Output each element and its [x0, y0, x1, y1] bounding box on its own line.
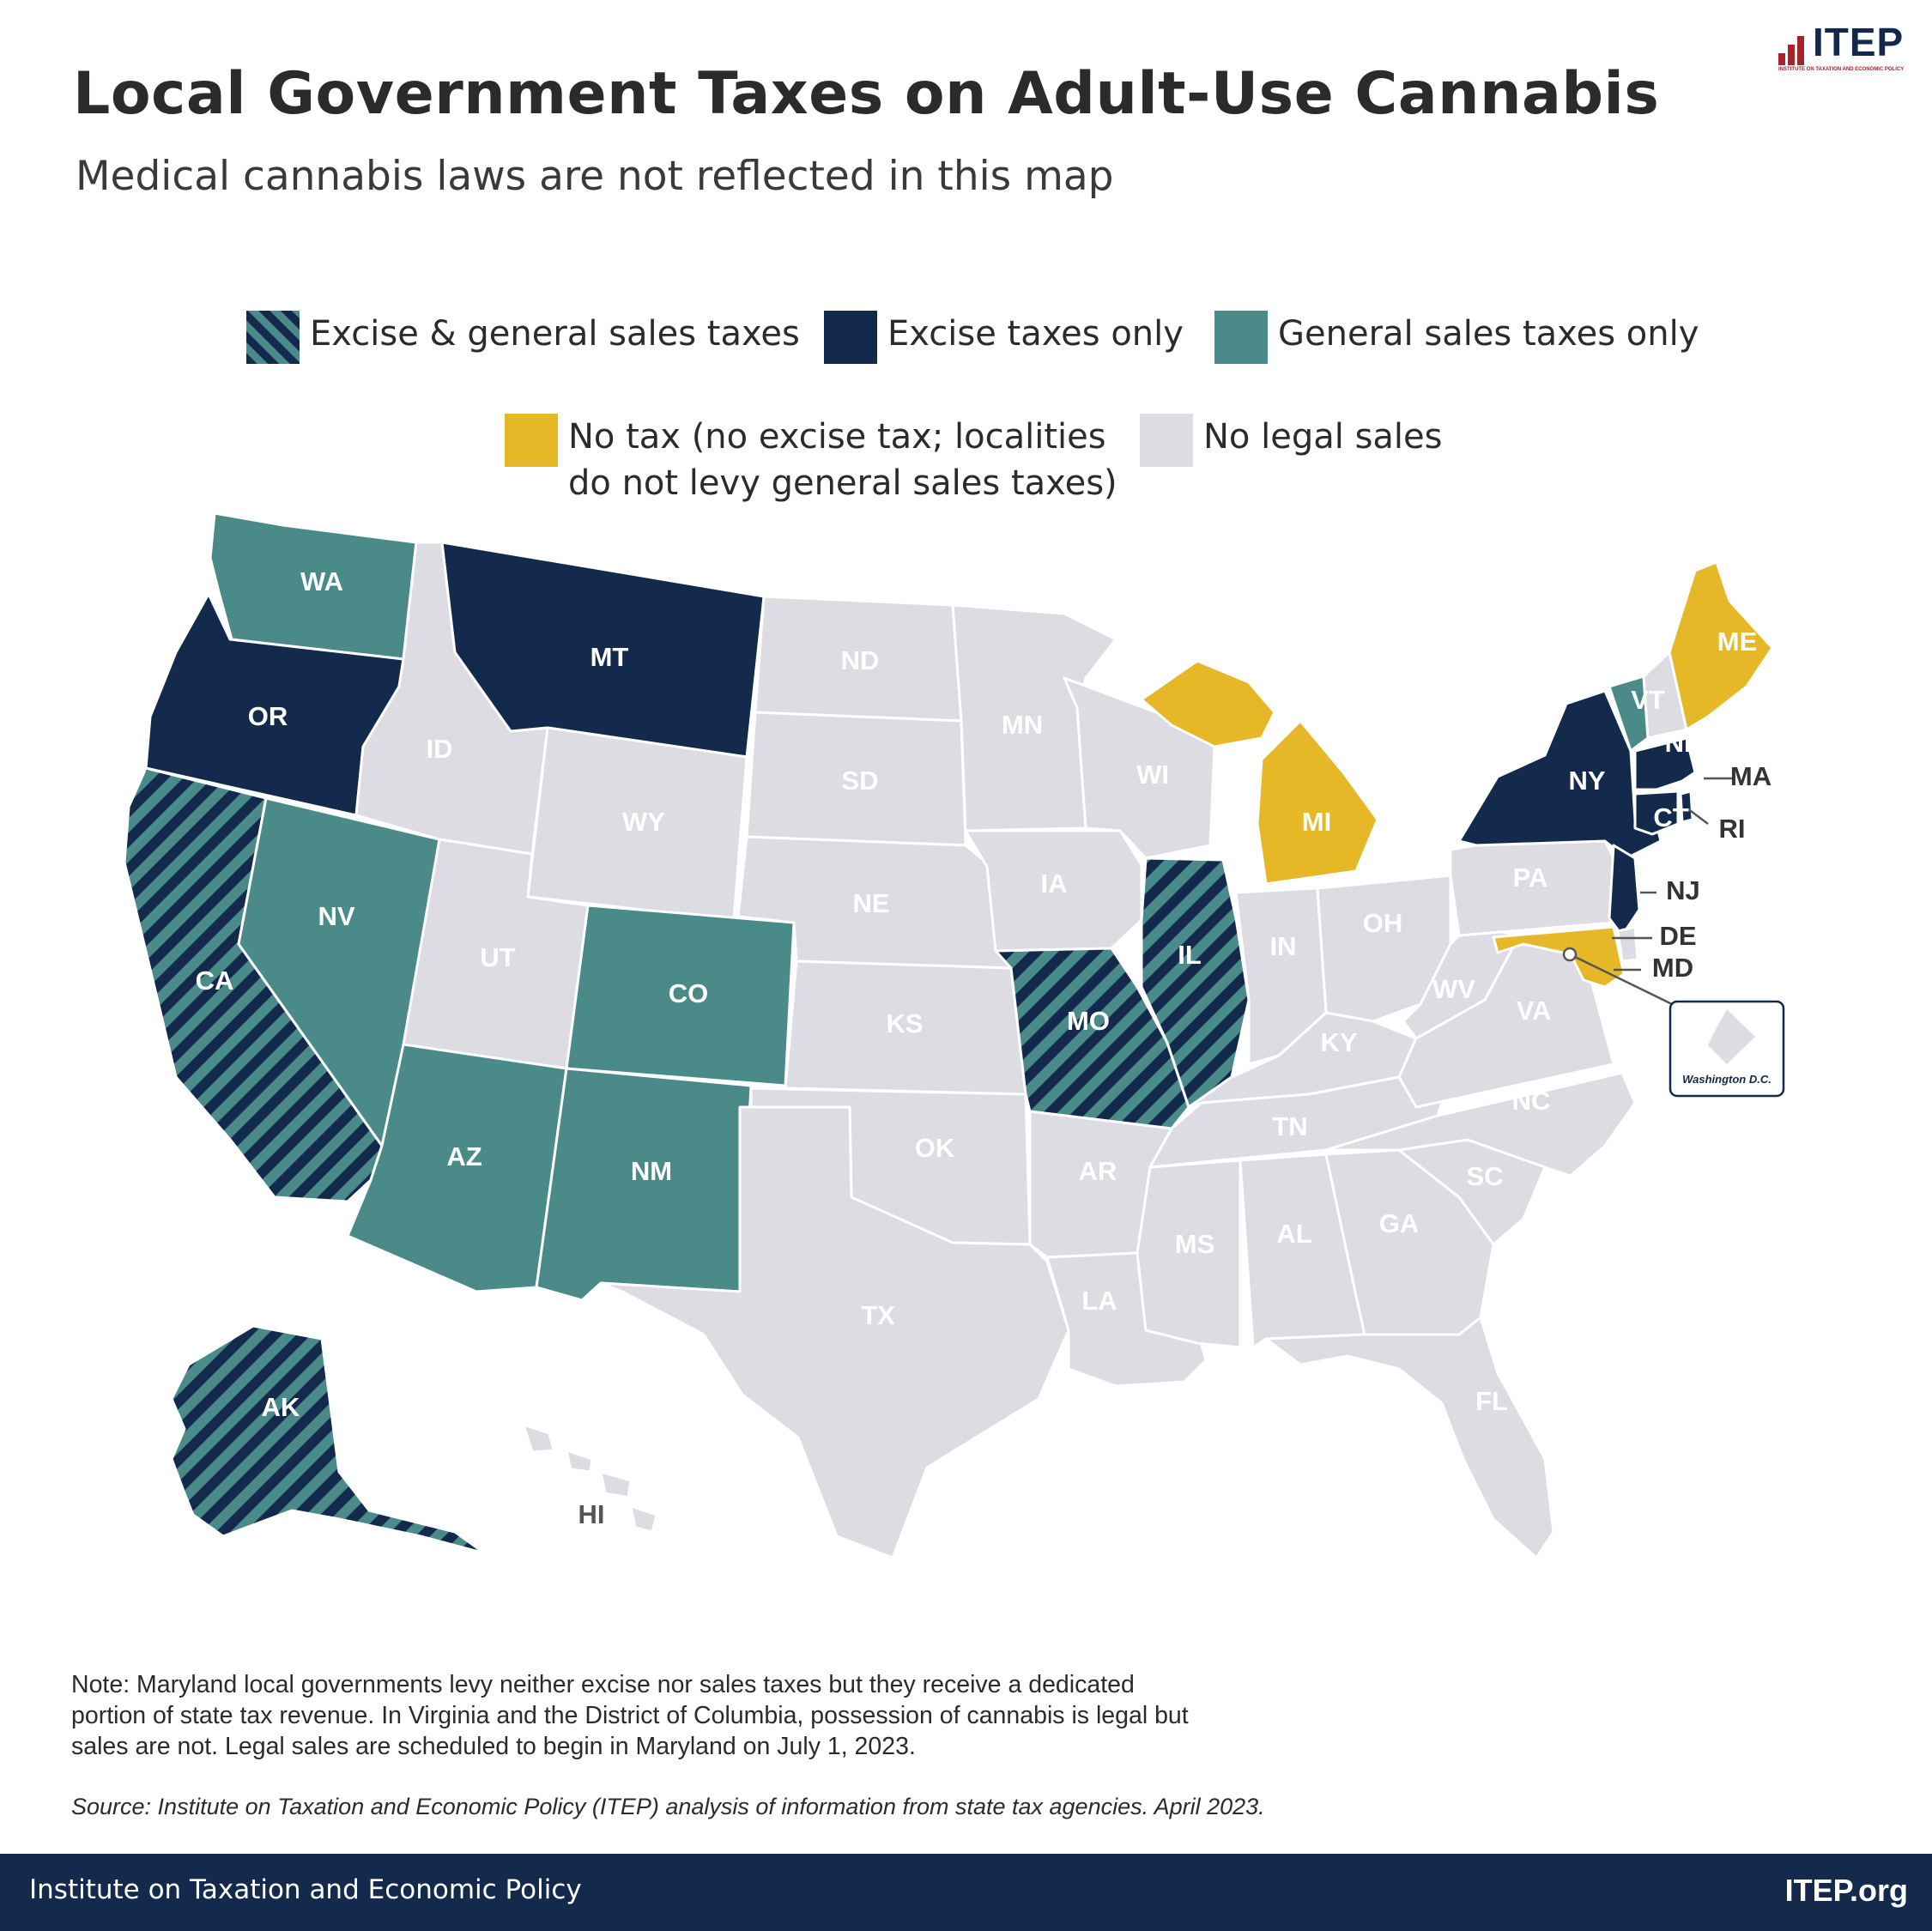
- state-label-ca: CA: [196, 966, 234, 996]
- state-label-wa: WA: [300, 566, 343, 596]
- state-label-me: ME: [1717, 627, 1758, 657]
- state-ct: [1633, 790, 1680, 836]
- state-label-hi: HI: [578, 1499, 605, 1529]
- state-ma: [1633, 736, 1697, 791]
- state-ri: [1679, 790, 1694, 824]
- page-title: Local Government Taxes on Adult-Use Cann…: [73, 60, 1660, 128]
- state-label-ok: OK: [915, 1133, 955, 1163]
- state-label-ut: UT: [480, 942, 515, 972]
- legend-label: No legal sales: [1203, 417, 1443, 457]
- state-label-il: IL: [1178, 940, 1202, 970]
- state-label-ct: CT: [1653, 802, 1688, 832]
- state-label-mn: MN: [1002, 710, 1043, 740]
- state-nc: [1324, 1071, 1637, 1177]
- legend-swatch-no-tax: [505, 414, 558, 467]
- state-label-va: VA: [1517, 996, 1552, 1026]
- state-label-or: OR: [248, 701, 288, 731]
- state-label-vt: VT: [1631, 685, 1665, 715]
- state-label-in: IN: [1270, 931, 1297, 961]
- state-label-sd: SD: [841, 766, 878, 796]
- state-label-ar: AR: [1079, 1156, 1117, 1186]
- legend-swatch-sales: [1214, 311, 1268, 364]
- footer-bar: Institute on Taxation and Economic Polic…: [0, 1854, 1932, 1931]
- logo-text: ITEP: [1813, 20, 1905, 64]
- legend-label: Excise & general sales taxes: [310, 314, 800, 354]
- state-ak: [170, 1324, 487, 1555]
- state-me: [1668, 560, 1774, 731]
- dc-shape: [1708, 1009, 1755, 1064]
- state-label-id: ID: [427, 734, 453, 764]
- map-note: Note: Maryland local governments levy ne…: [71, 1671, 1189, 1760]
- state-de: [1616, 925, 1639, 963]
- legend-item-no-legal: No legal sales: [1140, 414, 1442, 467]
- state-tx: [599, 1105, 1070, 1559]
- state-label-ak: AK: [262, 1392, 300, 1422]
- state-label-nj: NJ: [1666, 875, 1700, 905]
- legend-swatch-hatched: [246, 311, 300, 364]
- state-label-nc: NC: [1512, 1086, 1551, 1116]
- state-label-ga: GA: [1379, 1208, 1420, 1238]
- state-label-ne: NE: [852, 888, 889, 918]
- state-label-mt: MT: [591, 642, 629, 672]
- state-label-oh: OH: [1363, 908, 1403, 938]
- state-label-mo: MO: [1067, 1006, 1110, 1036]
- dc-inset: Washington D.C.: [1562, 947, 1785, 1098]
- legend-label: General sales taxes only: [1278, 314, 1699, 354]
- state-label-ks: KS: [886, 1008, 923, 1038]
- state-label-md: MD: [1652, 953, 1693, 983]
- state-label-ma: MA: [1730, 761, 1772, 791]
- state-mo: [994, 947, 1190, 1130]
- map-source: Source: Institute on Taxation and Econom…: [71, 1794, 1265, 1819]
- state-label-nd: ND: [841, 645, 880, 675]
- legend-label: Excise taxes only: [887, 314, 1184, 354]
- state-label-fl: FL: [1475, 1386, 1508, 1416]
- state-label-tx: TX: [861, 1300, 895, 1330]
- legend-label: No tax (no excise tax; localities do not…: [568, 417, 1117, 503]
- legend-swatch-excise: [824, 311, 877, 364]
- state-label-pa: PA: [1513, 863, 1548, 893]
- state-label-az: AZ: [446, 1141, 481, 1171]
- state-label-co: CO: [669, 978, 709, 1008]
- state-label-ia: IA: [1041, 869, 1068, 899]
- state-label-de: DE: [1659, 921, 1696, 951]
- legend-item-sales-only: General sales taxes only: [1214, 311, 1699, 364]
- state-label-la: LA: [1081, 1286, 1117, 1316]
- logo-subtitle: INSTITUTE ON TAXATION AND ECONOMIC POLIC…: [1778, 67, 1905, 72]
- logo-bars-icon: [1778, 34, 1811, 65]
- footer-website-link[interactable]: ITEP.org: [1784, 1873, 1908, 1908]
- state-nj: [1608, 844, 1641, 937]
- state-label-nv: NV: [318, 901, 354, 931]
- dc-label: Washington D.C.: [1682, 1073, 1772, 1086]
- state-label-nh: NH: [1665, 728, 1704, 758]
- state-label-mi: MI: [1302, 807, 1331, 837]
- state-label-wy: WY: [622, 807, 665, 837]
- legend-item-excise-only: Excise taxes only: [824, 311, 1184, 364]
- state-ia: [964, 829, 1143, 953]
- state-label-ri: RI: [1719, 814, 1746, 844]
- page-subtitle: Medical cannabis laws are not reflected …: [76, 153, 1114, 200]
- legend-item-excise-and-sales: Excise & general sales taxes: [246, 311, 800, 364]
- state-label-ms: MS: [1175, 1229, 1215, 1259]
- state-label-tn: TN: [1272, 1111, 1307, 1141]
- state-label-wi: WI: [1136, 760, 1169, 790]
- footer-org-name: Institute on Taxation and Economic Polic…: [29, 1874, 582, 1905]
- state-label-al: AL: [1276, 1219, 1311, 1249]
- legend-item-no-tax: No tax (no excise tax; localities do not…: [505, 414, 1117, 506]
- state-mi: [1140, 659, 1379, 886]
- legend-swatch-no-legal: [1140, 414, 1193, 467]
- state-label-nm: NM: [631, 1156, 672, 1186]
- state-label-ny: NY: [1568, 766, 1605, 796]
- itep-logo: ITEP INSTITUTE ON TAXATION AND ECONOMIC …: [1778, 19, 1916, 74]
- state-label-wv: WV: [1432, 974, 1475, 1004]
- state-fl: [1264, 1316, 1555, 1559]
- state-hi: [522, 1423, 658, 1534]
- state-label-sc: SC: [1466, 1161, 1503, 1191]
- state-label-ky: KY: [1320, 1027, 1357, 1057]
- state-md: [1492, 925, 1626, 989]
